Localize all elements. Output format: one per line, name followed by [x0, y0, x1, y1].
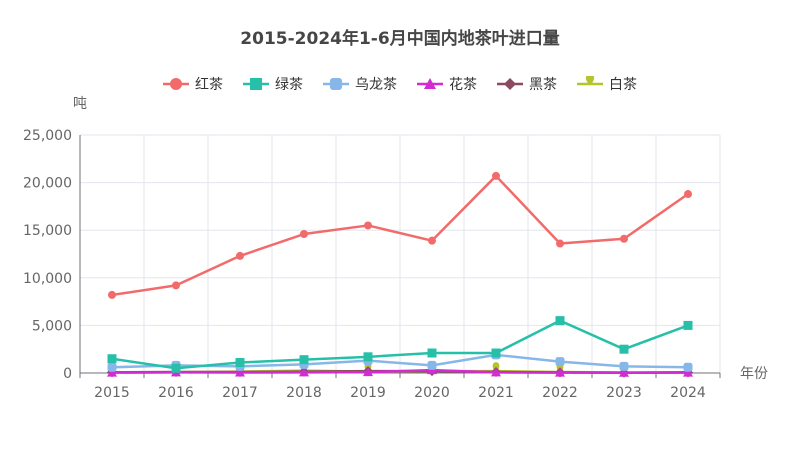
data-point	[555, 316, 565, 326]
data-point	[171, 363, 181, 373]
x-tick-label: 2024	[670, 385, 706, 401]
data-point	[108, 290, 116, 299]
y-tick-label: 15,000	[23, 223, 72, 239]
legend-item[interactable]: 绿茶	[243, 74, 303, 94]
x-tick-label: 2017	[222, 385, 258, 401]
data-point	[619, 361, 629, 371]
data-point	[236, 251, 244, 260]
x-tick-label: 2018	[286, 385, 322, 401]
legend-item[interactable]: 白茶	[577, 74, 637, 94]
legend-swatch	[577, 76, 603, 86]
data-point	[492, 171, 500, 180]
data-point	[427, 360, 437, 370]
series-line	[111, 368, 689, 375]
data-point	[363, 367, 373, 377]
legend-label: 乌龙茶	[355, 77, 397, 93]
data-point	[427, 348, 437, 358]
data-point	[107, 367, 117, 377]
data-point	[235, 358, 245, 368]
series-line	[111, 319, 689, 370]
x-tick-label: 2021	[478, 385, 514, 401]
chart-title: 2015-2024年1-6月中国内地茶叶进口量	[240, 29, 560, 49]
y-tick-label: 5,000	[32, 318, 72, 334]
data-point	[683, 362, 693, 372]
legend-item[interactable]: 红茶	[163, 74, 223, 94]
data-point	[491, 367, 501, 377]
x-tick-label: 2022	[542, 385, 578, 401]
legend-swatch	[323, 78, 349, 90]
legend-swatch	[497, 78, 523, 90]
legend-swatch	[417, 78, 443, 89]
x-tick-label: 2016	[158, 385, 194, 401]
y-tick-label: 25,000	[23, 128, 72, 144]
data-point	[428, 236, 436, 245]
data-point	[172, 281, 180, 290]
legend-label: 绿茶	[275, 77, 303, 93]
data-point	[300, 230, 308, 239]
data-point	[107, 354, 117, 364]
y-tick-label: 0	[63, 366, 72, 382]
legend-label: 花茶	[449, 77, 477, 93]
data-point	[235, 367, 245, 377]
data-point	[299, 367, 309, 377]
y-tick-label: 10,000	[23, 271, 72, 287]
data-point	[556, 239, 564, 248]
y-tick-label: 20,000	[23, 176, 72, 192]
legend-label: 黑茶	[529, 77, 557, 93]
data-point	[683, 320, 693, 330]
legend-swatch	[163, 78, 189, 90]
x-axis-label: 年份	[740, 366, 768, 382]
data-point	[364, 221, 372, 230]
data-point	[555, 367, 565, 377]
legend-item[interactable]: 花茶	[417, 74, 477, 94]
data-point	[363, 352, 373, 362]
data-point	[620, 234, 628, 243]
data-point	[684, 190, 692, 199]
x-tick-label: 2023	[606, 385, 642, 401]
data-point	[619, 344, 629, 354]
data-point	[491, 348, 501, 358]
data-point	[555, 357, 565, 367]
legend: 红茶 绿茶 乌龙茶 花茶 黑茶 白茶	[0, 74, 800, 94]
legend-item[interactable]: 乌龙茶	[323, 74, 397, 94]
x-tick-label: 2020	[414, 385, 450, 401]
x-tick-label: 2019	[350, 385, 386, 401]
data-point	[299, 355, 309, 365]
data-point	[619, 367, 629, 377]
data-point	[107, 362, 117, 372]
legend-label: 红茶	[195, 77, 223, 93]
legend-label: 白茶	[609, 77, 637, 93]
x-tick-label: 2015	[94, 385, 130, 401]
series-line	[111, 174, 689, 297]
data-point	[683, 367, 693, 377]
y-axis-label: 吨	[73, 96, 87, 112]
legend-swatch	[243, 78, 269, 90]
legend-item[interactable]: 黑茶	[497, 74, 557, 94]
